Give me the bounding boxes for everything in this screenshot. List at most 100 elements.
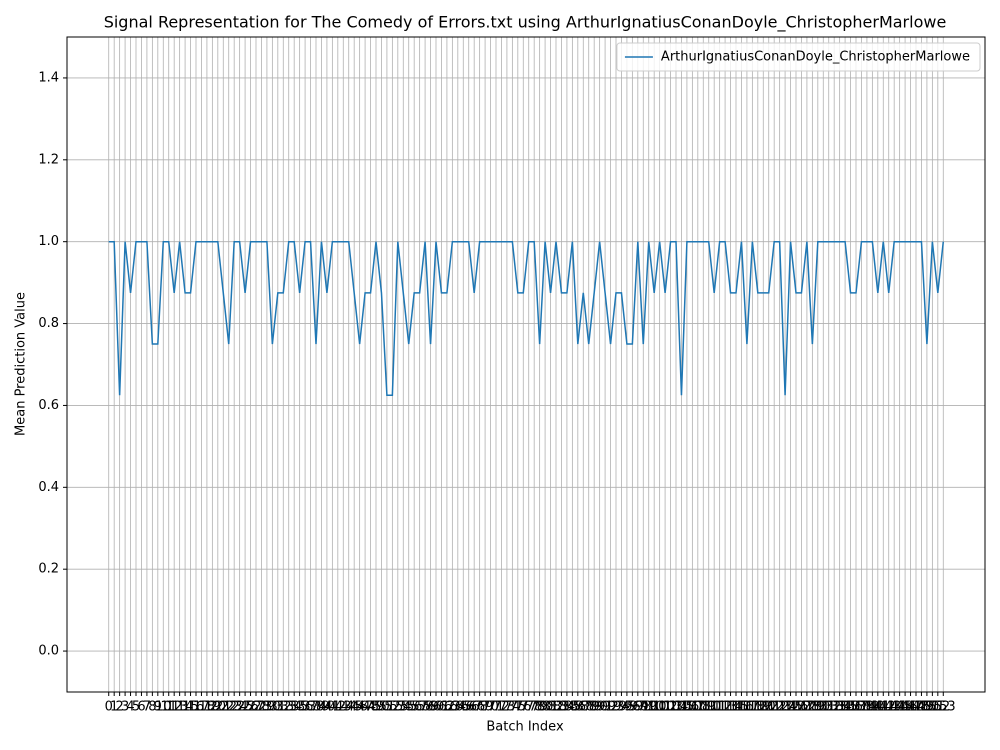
x-tick-label: 66 bbox=[460, 700, 477, 715]
x-tick-label: 94 bbox=[613, 700, 630, 715]
x-tick-label: 144 bbox=[882, 700, 907, 715]
x-tick-label: 53 bbox=[390, 700, 407, 715]
x-tick-label: 19 bbox=[204, 700, 221, 715]
x-tick-label: 38 bbox=[308, 700, 325, 715]
x-tick-label: 42 bbox=[330, 700, 347, 715]
x-tick-label: 108 bbox=[685, 700, 710, 715]
x-tick-label: 101 bbox=[647, 700, 672, 715]
x-tick-label: 106 bbox=[674, 700, 699, 715]
x-tick-label: 86 bbox=[570, 700, 587, 715]
x-tick-label: 110 bbox=[696, 700, 721, 715]
x-tick-label: 100 bbox=[642, 700, 667, 715]
x-tick-label: 102 bbox=[653, 700, 678, 715]
x-tick-label: 47 bbox=[357, 700, 374, 715]
x-tick-label: 50 bbox=[373, 700, 390, 715]
x-tick-label: 7 bbox=[143, 700, 151, 715]
x-tick-label: 107 bbox=[680, 700, 705, 715]
x-tick-label: 17 bbox=[193, 700, 210, 715]
x-tick-label: 60 bbox=[428, 700, 445, 715]
x-tick-label: 63 bbox=[444, 700, 461, 715]
x-tick-label: 132 bbox=[816, 700, 841, 715]
x-tick-label: 9 bbox=[154, 700, 162, 715]
x-tick-label: 92 bbox=[602, 700, 619, 715]
x-tick-label: 46 bbox=[351, 700, 368, 715]
x-tick-label: 143 bbox=[876, 700, 901, 715]
x-tick-label: 139 bbox=[854, 700, 879, 715]
x-tick-label: 145 bbox=[887, 700, 912, 715]
x-tick-label: 91 bbox=[597, 700, 614, 715]
x-tick-label: 14 bbox=[177, 700, 194, 715]
x-tick-label: 130 bbox=[805, 700, 830, 715]
x-tick-label: 31 bbox=[270, 700, 287, 715]
x-tick-label: 147 bbox=[898, 700, 923, 715]
x-tick-label: 65 bbox=[455, 700, 472, 715]
x-tick-label: 123 bbox=[767, 700, 792, 715]
x-tick-label: 88 bbox=[580, 700, 597, 715]
y-tick-label: 0.4 bbox=[38, 480, 59, 495]
x-tick-label: 11 bbox=[160, 700, 177, 715]
x-tick-label: 54 bbox=[395, 700, 412, 715]
x-tick-label: 13 bbox=[171, 700, 188, 715]
x-tick-label: 76 bbox=[515, 700, 532, 715]
x-tick-label: 112 bbox=[707, 700, 732, 715]
x-tick-label: 59 bbox=[422, 700, 439, 715]
x-tick-label: 137 bbox=[844, 700, 869, 715]
x-tick-label: 8 bbox=[148, 700, 156, 715]
legend-box bbox=[616, 42, 981, 72]
x-tick-label: 128 bbox=[794, 700, 819, 715]
x-tick-label: 80 bbox=[537, 700, 554, 715]
x-tick-label: 95 bbox=[619, 700, 636, 715]
x-tick-label: 69 bbox=[477, 700, 494, 715]
x-tick-label: 122 bbox=[762, 700, 787, 715]
x-tick-label: 35 bbox=[291, 700, 308, 715]
x-tick-label: 83 bbox=[553, 700, 570, 715]
x-tick-label: 124 bbox=[773, 700, 798, 715]
x-tick-label: 120 bbox=[751, 700, 776, 715]
plot-frame bbox=[66, 36, 986, 693]
x-tick-label: 89 bbox=[586, 700, 603, 715]
data-line bbox=[108, 240, 945, 396]
x-tick-label: 61 bbox=[433, 700, 450, 715]
x-tick-label: 10 bbox=[155, 700, 172, 715]
x-tick-label: 51 bbox=[379, 700, 396, 715]
x-tick-label: 81 bbox=[542, 700, 559, 715]
x-tick-label: 125 bbox=[778, 700, 803, 715]
x-tick-label: 134 bbox=[827, 700, 852, 715]
y-tick-label: 1.0 bbox=[38, 234, 59, 249]
x-tick-label: 72 bbox=[493, 700, 510, 715]
x-tick-label: 58 bbox=[417, 700, 434, 715]
x-tick-label: 57 bbox=[411, 700, 428, 715]
x-tick-label: 23 bbox=[226, 700, 243, 715]
x-tick-label: 113 bbox=[713, 700, 738, 715]
x-tick-label: 39 bbox=[313, 700, 330, 715]
x-tick-label: 4 bbox=[126, 700, 134, 715]
x-tick-label: 140 bbox=[860, 700, 885, 715]
x-tick-label: 37 bbox=[302, 700, 319, 715]
x-tick-label: 18 bbox=[199, 700, 216, 715]
x-tick-label: 84 bbox=[559, 700, 576, 715]
x-tick-label: 44 bbox=[340, 700, 357, 715]
x-tick-label: 73 bbox=[499, 700, 516, 715]
x-tick-label: 99 bbox=[640, 700, 657, 715]
x-tick-label: 75 bbox=[510, 700, 527, 715]
x-tick-label: 79 bbox=[531, 700, 548, 715]
x-tick-label: 43 bbox=[335, 700, 352, 715]
x-tick-label: 71 bbox=[488, 700, 505, 715]
x-tick-label: 85 bbox=[564, 700, 581, 715]
y-tick-label: 0.6 bbox=[38, 398, 59, 413]
x-tick-label: 127 bbox=[789, 700, 814, 715]
x-tick-label: 12 bbox=[166, 700, 183, 715]
x-tick-label: 52 bbox=[384, 700, 401, 715]
x-tick-label: 149 bbox=[909, 700, 934, 715]
x-tick-label: 55 bbox=[400, 700, 417, 715]
x-tick-label: 29 bbox=[259, 700, 276, 715]
x-tick-label: 22 bbox=[220, 700, 237, 715]
x-tick-label: 131 bbox=[811, 700, 836, 715]
x-tick-label: 56 bbox=[406, 700, 423, 715]
x-tick-label: 135 bbox=[833, 700, 858, 715]
x-tick-label: 138 bbox=[849, 700, 874, 715]
x-tick-label: 98 bbox=[635, 700, 652, 715]
x-tick-label: 116 bbox=[729, 700, 754, 715]
y-tick-label: 0.0 bbox=[38, 644, 59, 659]
